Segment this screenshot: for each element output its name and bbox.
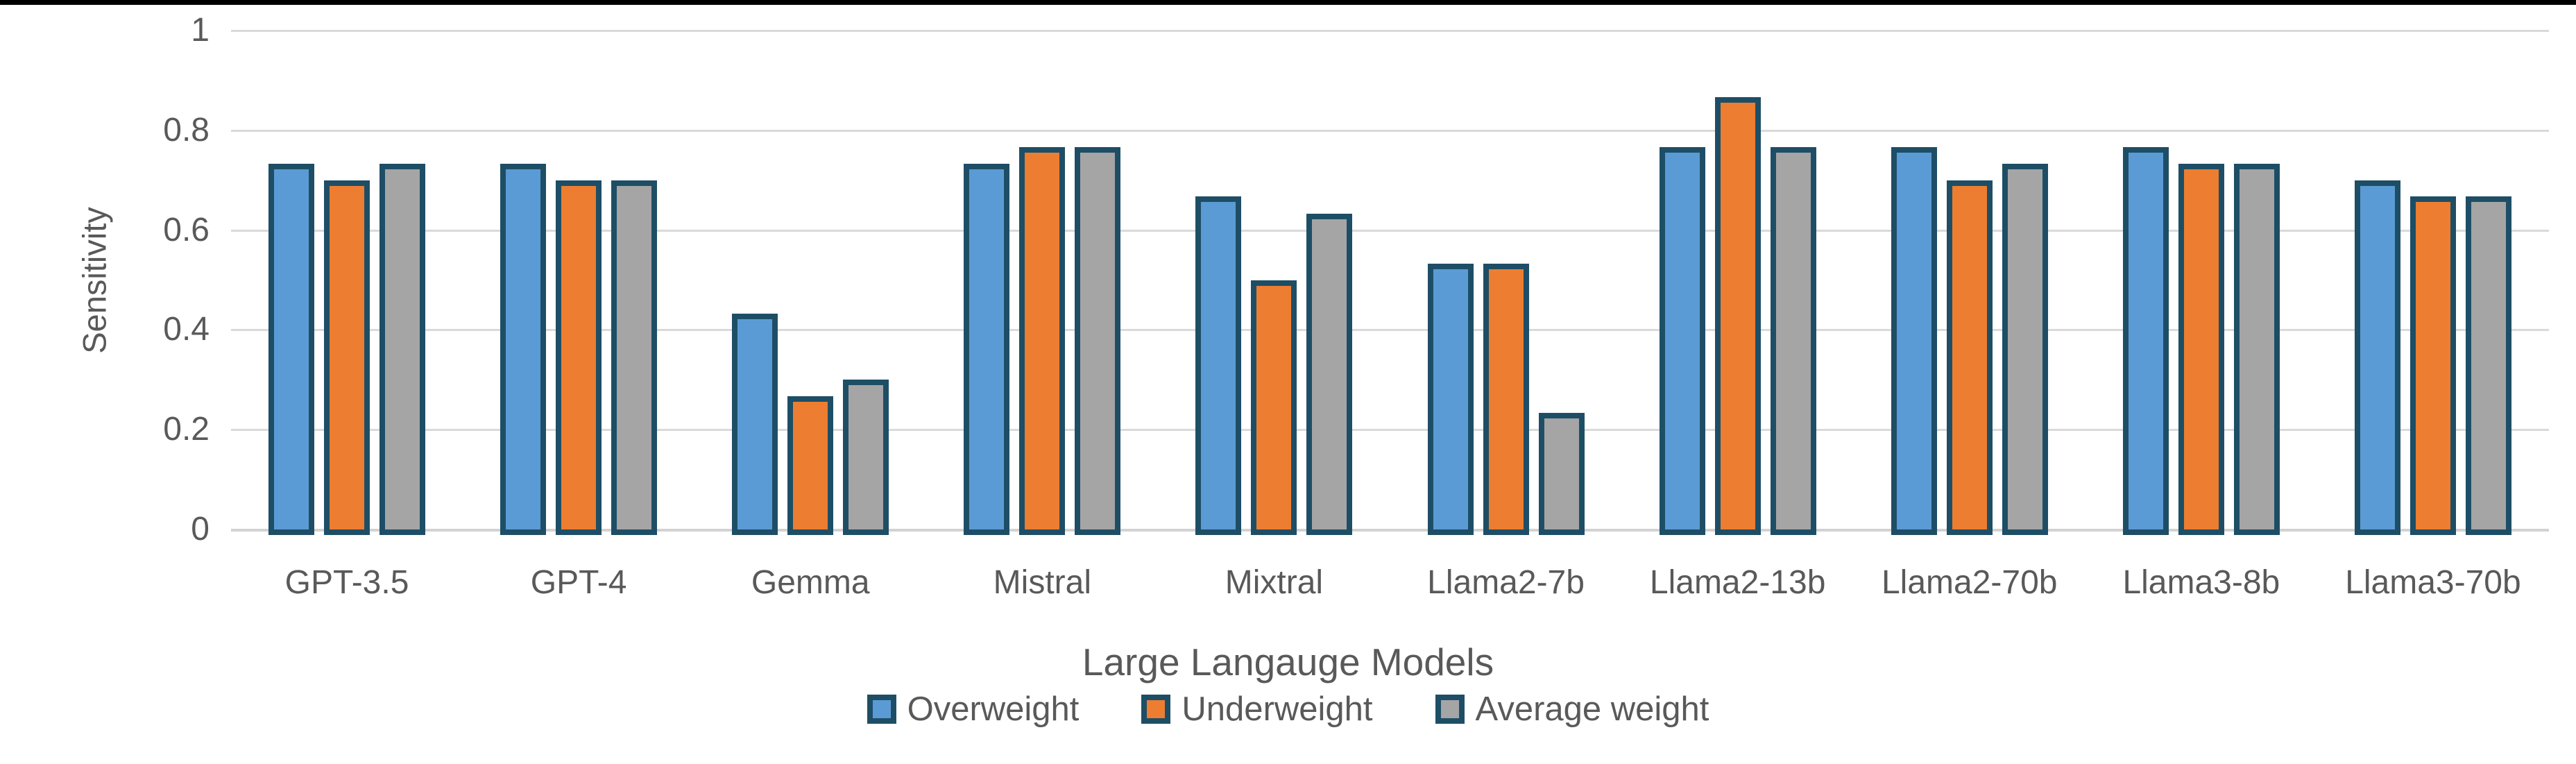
bar — [1306, 213, 1353, 535]
bar-group — [1390, 31, 1622, 535]
bar — [2233, 163, 2280, 535]
screenshot-top-border — [0, 0, 2576, 5]
legend-swatch-icon — [867, 695, 896, 724]
gridline — [231, 129, 2549, 132]
legend-label: Underweight — [1182, 690, 1373, 728]
legend-swatch-icon — [1141, 695, 1171, 724]
legend-item: Overweight — [867, 690, 1080, 729]
bar — [1770, 146, 1816, 535]
legend-label: Average weight — [1475, 690, 1709, 728]
bar-group — [694, 31, 926, 535]
category-label: Llama3-8b — [2122, 564, 2280, 601]
bar — [1659, 146, 1705, 535]
category-label: Mistral — [993, 564, 1091, 601]
bar — [2002, 163, 2048, 535]
category-label: Mixtral — [1225, 564, 1324, 601]
category-label: Llama3-70b — [2345, 564, 2521, 601]
chart-legend: Overweight Underweight Average weight — [0, 688, 2576, 730]
bar-group — [2317, 31, 2549, 535]
bar — [964, 163, 1010, 535]
bar — [379, 163, 426, 535]
legend-item: Average weight — [1435, 690, 1709, 729]
category-label: Gemma — [751, 564, 870, 601]
y-axis-tick-label: 0.4 — [163, 311, 210, 348]
bar — [1075, 146, 1121, 535]
bar — [2409, 196, 2456, 535]
bar-group — [1854, 31, 2085, 535]
category-label: Llama2-70b — [1881, 564, 2058, 601]
gridline — [231, 30, 2549, 32]
bar-group — [926, 31, 1158, 535]
y-axis-tick-label: 0.6 — [163, 211, 210, 248]
bar — [1538, 413, 1585, 535]
legend-label: Overweight — [907, 690, 1080, 728]
bar-group — [231, 31, 463, 535]
bar — [500, 163, 547, 535]
bar — [2354, 180, 2400, 535]
category-label: Llama2-13b — [1649, 564, 1826, 601]
category-label: GPT-3.5 — [284, 564, 409, 601]
bar — [611, 180, 658, 535]
bar — [2465, 196, 2511, 535]
y-axis-tick-label: 1 — [191, 12, 210, 49]
bar — [732, 313, 778, 535]
bar — [1019, 146, 1066, 535]
bar-group — [1158, 31, 1390, 535]
bar — [2122, 146, 2169, 535]
bar — [1251, 280, 1297, 535]
legend-swatch-icon — [1435, 695, 1465, 724]
plot-area — [231, 30, 2549, 535]
gridline — [231, 429, 2549, 432]
bar — [1483, 263, 1529, 535]
y-axis-tick-label: 0 — [191, 511, 210, 547]
y-axis-tick-label: 0.2 — [163, 411, 210, 448]
bar — [1714, 96, 1761, 535]
bar-group — [2085, 31, 2317, 535]
gridline — [231, 329, 2549, 332]
category-label: Llama2-7b — [1427, 564, 1585, 601]
bar — [1891, 146, 1937, 535]
bar — [1427, 263, 1474, 535]
bar — [1946, 180, 1993, 535]
bar — [787, 396, 834, 535]
gridline — [231, 229, 2549, 232]
bar — [324, 180, 370, 535]
x-axis-line — [231, 529, 2549, 532]
y-axis-tick-label: 0.8 — [163, 111, 210, 148]
x-axis-title: Large Langauge Models — [1082, 640, 1494, 684]
bar — [843, 380, 889, 535]
bar — [2178, 163, 2224, 535]
bar — [268, 163, 315, 535]
legend-item: Underweight — [1141, 690, 1373, 729]
bar — [1195, 196, 1242, 535]
bar-group — [463, 31, 694, 535]
bar — [556, 180, 602, 535]
category-label: GPT-4 — [530, 564, 627, 601]
bar-group — [1622, 31, 1854, 535]
